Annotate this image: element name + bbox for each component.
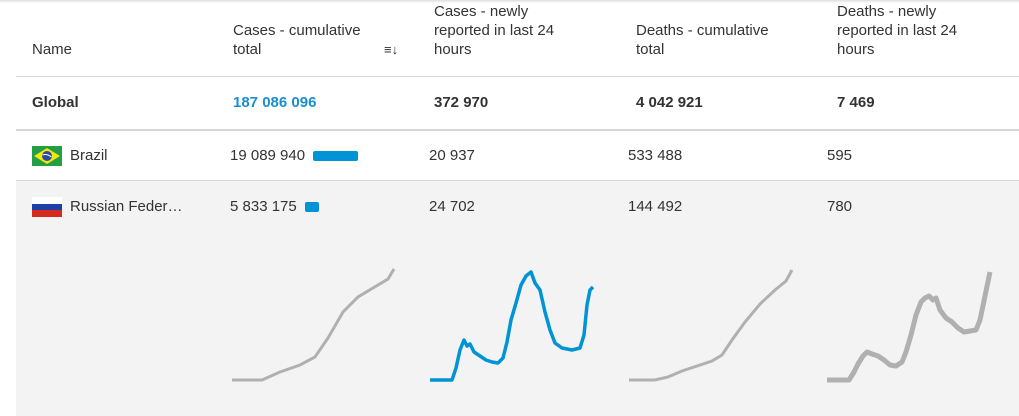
deaths-new: 595 [827, 147, 853, 164]
divider [16, 76, 1019, 77]
deaths-total: 144 492 [628, 198, 683, 215]
cases-new: 20 937 [429, 147, 475, 164]
col-header-name[interactable]: Name [32, 41, 73, 58]
cases-proportion-bar [313, 151, 359, 162]
row-name: Brazil [70, 147, 108, 164]
sparkline-cases-new [430, 270, 595, 382]
col-header-cases-total[interactable]: Cases - cumulative total [233, 22, 361, 58]
col-header-cases-new[interactable]: Cases - newly reported in last 24 hours [434, 3, 555, 58]
cases-proportion-bar [304, 202, 319, 213]
sparkline-cases-total [232, 268, 396, 382]
deaths-total: 533 488 [628, 147, 683, 164]
sparkline-deaths-total [629, 269, 794, 382]
brazil-flag-icon [32, 146, 62, 166]
row-name: Global [32, 94, 79, 111]
top-shadow [0, 0, 1019, 3]
col-header-deaths-total[interactable]: Deaths - cumulative total [636, 22, 769, 58]
cases-total: 19 089 940 [230, 146, 359, 165]
russia-flag-icon [32, 197, 62, 217]
cases-total: 187 086 096 [233, 94, 317, 111]
deaths-new: 7 469 [837, 94, 875, 111]
row-name: Russian Feder… [70, 198, 183, 215]
cases-total: 5 833 175 [230, 197, 319, 216]
deaths-total: 4 042 921 [636, 94, 703, 111]
divider [16, 180, 1019, 181]
deaths-new: 780 [827, 198, 853, 215]
sort-descending-icon[interactable]: ≡↓ [384, 42, 399, 57]
sparkline-deaths-new [827, 271, 993, 383]
cases-new: 24 702 [429, 198, 475, 215]
col-header-deaths-new[interactable]: Deaths - newly reported in last 24 hours [837, 3, 958, 58]
cases-total-value: 19 089 940 [230, 147, 306, 164]
divider [16, 129, 1019, 131]
cases-new: 372 970 [434, 94, 489, 111]
cases-total-value: 5 833 175 [230, 198, 297, 215]
